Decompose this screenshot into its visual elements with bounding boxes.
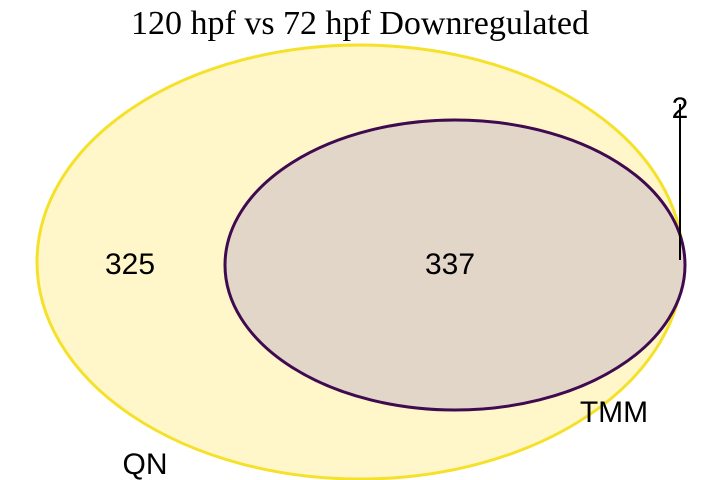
qn-only-count: 325 [105,248,155,281]
diagram-title: 120 hpf vs 72 hpf Downregulated [131,5,589,42]
intersection-count: 337 [425,248,475,281]
tmm-set-label: TMM [580,396,648,429]
tmm-set-ellipse [223,118,687,412]
qn-set-label: QN [123,448,168,480]
